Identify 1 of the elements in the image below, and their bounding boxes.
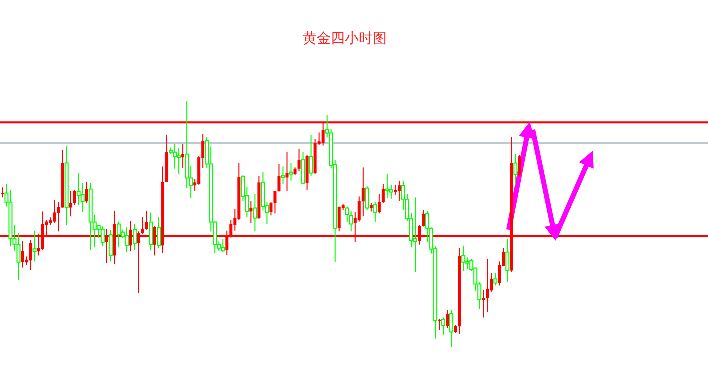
- title: 黄金四小时图: [303, 31, 387, 47]
